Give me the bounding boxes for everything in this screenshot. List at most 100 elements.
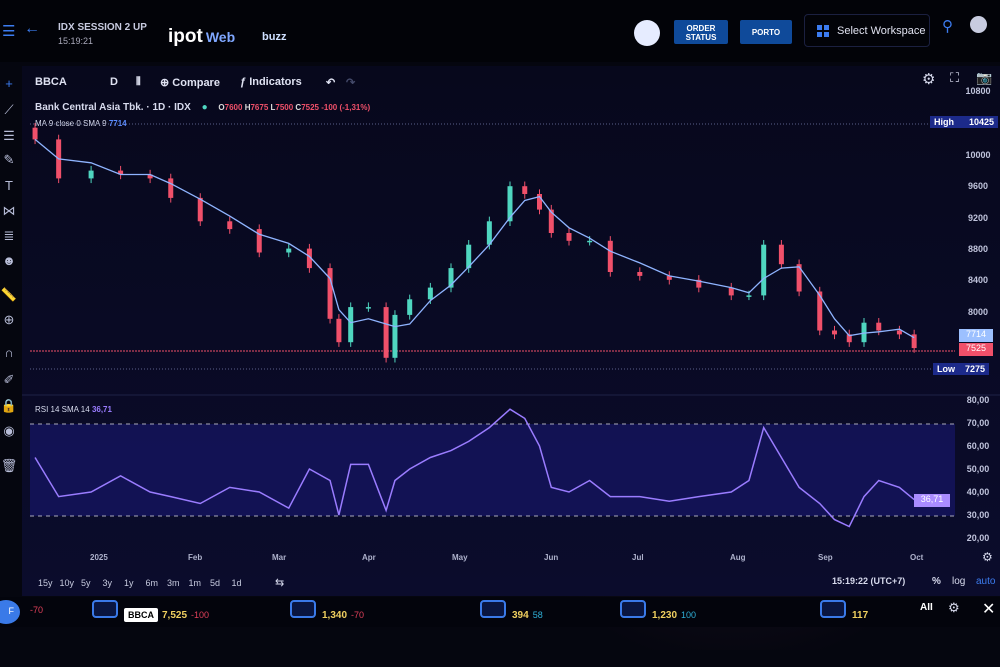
series-legend: Bank Central Asia Tbk. · 1D · IDX ● O760… (35, 102, 371, 113)
close-value: 7525 (301, 103, 319, 112)
time-axis-label: Aug (730, 553, 746, 562)
search-icon[interactable]: ⚲ (942, 18, 953, 35)
top-bar (0, 0, 1000, 62)
trend-line-icon[interactable]: ⟋ (4, 102, 14, 117)
ticker-item[interactable]: 1,230 100 (620, 600, 696, 622)
chart-settings-icon[interactable]: ⚙ (982, 550, 993, 564)
range-button-1d[interactable]: 1d (231, 578, 242, 588)
candle (796, 264, 802, 292)
undo-icon[interactable]: ↶ (326, 77, 336, 89)
range-button-1y[interactable]: 1y (124, 578, 134, 588)
ticker-item[interactable]: BBCA 7,525 -100 (92, 600, 209, 622)
magnet-icon[interactable]: ∩ (4, 345, 14, 360)
lock-icon[interactable]: 🔒 (0, 398, 18, 413)
open-value: 7600 (224, 103, 243, 112)
candle (876, 322, 882, 331)
percent-toggle[interactable]: % (932, 576, 941, 587)
interval-selector[interactable]: D (110, 76, 118, 88)
high-value: 7675 (250, 103, 269, 112)
crosshair-icon[interactable]: + (5, 76, 13, 91)
ticker-all-label[interactable]: AII (920, 602, 933, 613)
range-button-3y[interactable]: 3y (102, 578, 113, 588)
range-button-5d[interactable]: 5d (210, 578, 221, 588)
text-icon[interactable]: T (5, 178, 13, 193)
time-axis-label: Jul (632, 553, 644, 562)
ticker-change: -100 (191, 610, 210, 620)
log-toggle[interactable]: log (952, 576, 966, 587)
time-axis-label: Jun (544, 553, 559, 562)
pattern-icon[interactable]: ⋈ (2, 203, 16, 218)
range-button-6m[interactable]: 6m (145, 578, 159, 588)
candle (846, 334, 852, 343)
ticker-item[interactable]: 394 58 (480, 600, 543, 622)
rsi-legend: RSI 14 SMA 14 36,71 (35, 405, 112, 414)
eye-icon[interactable]: ◉ (3, 423, 15, 438)
candle-type-icon[interactable]: ⫴ (136, 76, 141, 88)
range-button-5y[interactable]: 5y (81, 578, 91, 588)
order-status-button[interactable]: ORDER STATUS (674, 20, 728, 44)
fullscreen-icon[interactable]: ⛶ (950, 70, 960, 85)
horizontal-lines-icon[interactable]: ☰ (3, 128, 15, 143)
auto-toggle[interactable]: auto (976, 576, 996, 587)
emoji-icon[interactable]: ☻ (2, 253, 16, 268)
ipot-logo[interactable]: ipot Web (168, 26, 235, 48)
candle (486, 221, 492, 245)
fib-icon[interactable]: ≣ (3, 228, 15, 243)
candle (448, 268, 454, 288)
range-button-3m[interactable]: 3m (167, 578, 180, 588)
candle (607, 240, 613, 272)
time-axis-label: May (452, 553, 468, 562)
indicators-button[interactable]: ƒ Indicators (240, 76, 302, 88)
settings-gear-icon[interactable]: ⚙ (922, 71, 936, 88)
rsi-band (30, 424, 955, 516)
compare-label: Compare (172, 77, 220, 89)
ticker-flag[interactable]: F (0, 600, 20, 624)
legend-timeframe: 1D (152, 102, 166, 113)
ticker-item[interactable]: 117 (820, 600, 872, 622)
compare-button[interactable]: ⊕ Compare (160, 76, 220, 89)
trash-icon[interactable]: 🗑 (0, 458, 18, 473)
workspace-label: Select Workspace (837, 25, 926, 37)
porto-button[interactable]: PORTO (740, 20, 792, 44)
buzz-link[interactable]: buzz (262, 31, 287, 43)
range-button-15y[interactable]: 15y (38, 578, 53, 588)
rsi-axis-label: 30,00 (966, 510, 990, 520)
plus-circle-icon: ⊕ (160, 77, 170, 89)
lock-draw-icon[interactable]: ✐ (3, 372, 15, 387)
candle (286, 248, 292, 253)
time-axis-label: Sep (818, 553, 833, 562)
ticker-price: 1,230 (652, 610, 678, 621)
avatar[interactable] (634, 20, 660, 46)
zoom-in-icon[interactable]: ⊕ (3, 312, 15, 327)
redo-icon[interactable]: ↷ (346, 77, 356, 89)
candle (507, 186, 513, 222)
select-workspace-button[interactable]: Select Workspace (804, 14, 930, 47)
candle (466, 244, 472, 269)
date-range-calendar-icon[interactable]: ⇆ (275, 577, 285, 589)
candle (306, 248, 312, 269)
ticker-settings-icon[interactable]: ⚙ (948, 600, 960, 615)
legend-exchange: IDX (174, 102, 191, 113)
range-button-1m[interactable]: 1m (188, 578, 202, 588)
price-axis-label: 9600 (967, 181, 989, 192)
low-value: 7500 (275, 103, 294, 112)
back-arrow-icon[interactable]: ← (24, 20, 40, 37)
ruler-icon[interactable]: 📏 (0, 287, 18, 302)
ticker-chip-icon (620, 600, 646, 618)
close-ticker-icon[interactable]: ✕ (982, 601, 996, 618)
price-chart[interactable] (0, 0, 1000, 600)
ticker-item[interactable]: 1,340 -70 (290, 600, 364, 622)
brush-icon[interactable]: ✎ (3, 152, 15, 167)
candle (383, 307, 389, 358)
candle (778, 244, 784, 265)
user-account-icon[interactable] (970, 16, 987, 33)
time-axis-label: Oct (910, 553, 924, 562)
clock-readout: 15:19:22 (UTC+7) (832, 576, 906, 586)
rsi-axis-label: 40,00 (966, 487, 990, 497)
camera-icon[interactable]: 📷 (976, 70, 993, 85)
range-button-10y[interactable]: 10y (59, 578, 75, 588)
candle (548, 209, 554, 233)
symbol-selector[interactable]: BBCA (35, 76, 67, 88)
ticker-item[interactable]: -70 (30, 600, 43, 622)
menu-icon[interactable]: ☰ (2, 23, 16, 40)
